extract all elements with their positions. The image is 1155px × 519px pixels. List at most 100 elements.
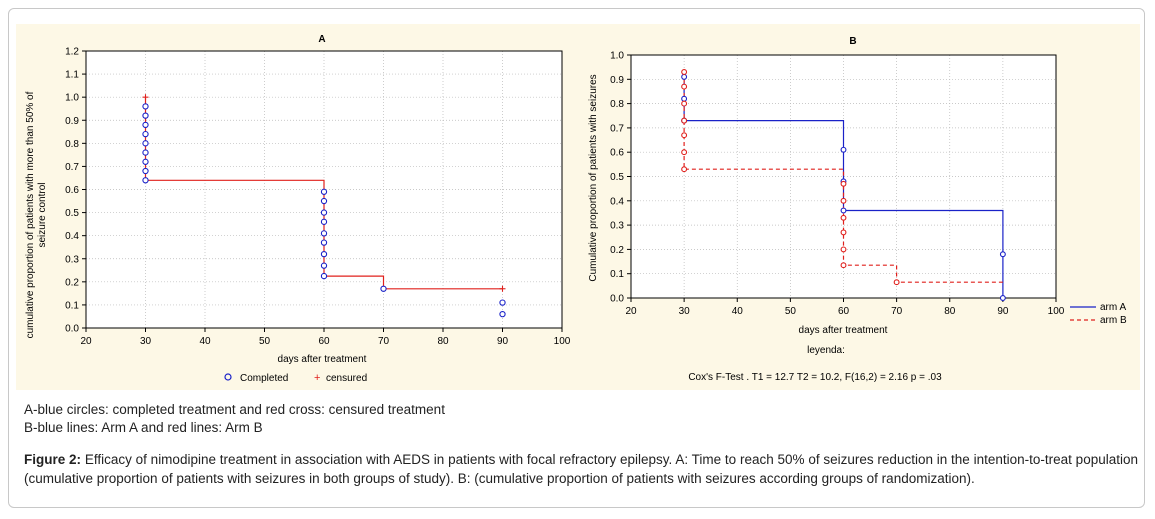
chart-a-ytick-label: 0.1 <box>65 300 79 311</box>
chart-a-ytick-label: 0.8 <box>65 139 79 150</box>
chart-a-completed-point <box>320 209 328 216</box>
chart-b-title: B <box>849 36 856 47</box>
chart-a-ytick-label: 0.0 <box>65 324 79 335</box>
chart-a-xtick-label: 40 <box>199 336 211 347</box>
legend-completed-label: Completed <box>240 373 288 384</box>
chart-a-ytick-label: 0.9 <box>65 116 79 127</box>
chart-a-ytick-label: 0.2 <box>65 277 79 288</box>
chart-b-arm-b-point <box>681 117 688 124</box>
chart-b-arm-a-point <box>999 295 1006 301</box>
chart-a-completed-point <box>499 310 506 318</box>
chart-b-arm-b-point <box>840 246 847 253</box>
chart-b-ytick-label: 0.4 <box>610 196 624 207</box>
chart-b-xtick-label: 80 <box>944 306 956 317</box>
chart-b-ytick-label: 0.6 <box>610 148 624 159</box>
chart-a-xtick-label: 70 <box>378 336 390 347</box>
chart-b-xtick-label: 90 <box>997 306 1009 317</box>
chart-b-xtick-label: 60 <box>838 306 850 317</box>
legend-completed-marker <box>224 373 232 381</box>
chart-b-ytick-label: 0.7 <box>610 123 624 134</box>
chart-b-ytick-label: 1.0 <box>610 51 624 62</box>
chart-a-xtick-label: 100 <box>554 336 571 347</box>
chart-a-title: A <box>318 34 325 45</box>
chart-b-arm-b-point <box>681 100 688 107</box>
chart-b-xtick-label: 100 <box>1048 306 1065 317</box>
chart-a-plot: 20 30 40 50 60 70 80 90 100 0.0 0.1 0.2 0.3 0.4 0.5 0.6… <box>65 47 571 348</box>
chart-b-xtick-label: 40 <box>732 306 744 317</box>
legend-arm-b-label: arm B <box>1100 315 1127 326</box>
chart-a-xtick-label: 30 <box>140 336 152 347</box>
chart-b-arm-b-point <box>840 229 847 236</box>
chart-b-legend-caption: leyenda: <box>807 345 845 356</box>
chart-b-xtick-label: 20 <box>625 306 637 317</box>
chart-a-legend: Completed + censured <box>224 372 367 384</box>
chart-a-completed-point <box>142 149 149 156</box>
chart-b-arm-b-point <box>840 180 847 187</box>
chart-a-completed-point <box>142 140 149 147</box>
chart-b-xtick-label: 30 <box>679 306 691 317</box>
figure-caption: Figure 2: Efficacy of nimodipine treatme… <box>24 450 1138 488</box>
chart-b-arm-b-point <box>681 132 688 139</box>
chart-a-ytick-label: 0.4 <box>65 231 79 242</box>
caption-label: Figure 2: <box>24 452 82 467</box>
chart-b-xtick-label: 50 <box>785 306 797 317</box>
chart-b-plot: 20 30 40 50 60 70 80 90 100 0.0 0.1 0.2 0.3 0.4 0.5 0.6… <box>610 51 1065 318</box>
legend-arm-a-label: arm A <box>1100 302 1126 313</box>
figure-panel: A days after treatment cumulative propor… <box>16 24 1140 390</box>
chart-a-ytick-label: 0.6 <box>65 185 79 196</box>
legend-censured-label: censured <box>326 373 367 384</box>
chart-b-xtick-label: 70 <box>891 306 903 317</box>
chart-a-ytick-label: 1.0 <box>65 93 79 104</box>
chart-a-completed-point <box>142 177 149 184</box>
chart-a-xtick-label: 20 <box>80 336 92 347</box>
chart-b-xlabel: days after treatment <box>799 325 888 336</box>
chart-b-arm-a-point <box>999 251 1006 258</box>
chart-b-arm-b-point <box>840 214 847 221</box>
chart-a-xlabel: days after treatment <box>278 354 367 365</box>
chart-b-ytick-label: 0.9 <box>610 75 624 86</box>
chart-b-ytick-label: 0.8 <box>610 99 624 110</box>
chart-b-series-arm-a-line <box>683 72 1004 298</box>
chart-b-ylabel: Cumulative proportion of patients with s… <box>588 74 599 281</box>
chart-a-completed-point <box>320 218 328 225</box>
chart-a-completed-point <box>142 158 149 165</box>
chart-b-footnote: Cox's F-Test . T1 = 12.7 T2 = 10.2, F(16… <box>688 372 942 383</box>
chart-a-completed-point <box>320 272 328 280</box>
chart-a-xtick-label: 50 <box>259 336 271 347</box>
chart-a-completed-point <box>320 230 328 237</box>
chart-a-completed-point <box>380 285 387 292</box>
chart-b-arm-b-point <box>681 166 688 173</box>
chart-b-ytick-label: 0.3 <box>610 221 624 232</box>
chart-a-completed-point <box>320 197 328 205</box>
chart-b-arm-b-point <box>681 149 688 156</box>
chart-b-arm-b-point <box>681 83 688 90</box>
chart-b-legend: arm A arm B <box>1070 302 1127 326</box>
chart-a-completed-point <box>320 239 328 246</box>
chart-a-completed-point <box>142 121 149 129</box>
chart-a-ytick-label: 0.3 <box>65 254 79 265</box>
chart-a-ylabel-line1: cumulative proportion of patients with m… <box>25 91 36 338</box>
chart-a-completed-point <box>142 103 149 110</box>
chart-a-ytick-label: 1.2 <box>65 47 79 58</box>
chart-b-arm-a-point <box>840 146 847 153</box>
chart-a-completed-point <box>320 188 328 195</box>
chart-b-arm-b-point <box>893 279 900 286</box>
chart-a-ytick-label: 0.7 <box>65 162 79 173</box>
chart-b-arm-a-point <box>681 95 688 102</box>
chart-a-xtick-label: 80 <box>437 336 449 347</box>
chart-a-completed-point <box>142 112 149 119</box>
chart-a-ylabel-line2: seizure control <box>37 182 48 247</box>
caption-text: Efficacy of nimodipine treatment in asso… <box>24 452 1138 486</box>
figure-svg: A days after treatment cumulative propor… <box>25 34 1127 384</box>
chart-a-ytick-label: 0.5 <box>65 208 79 219</box>
note-line-2: B-blue lines: Arm A and red lines: Arm B <box>24 420 263 435</box>
chart-b-arm-a-point <box>681 73 688 80</box>
chart-a-xtick-label: 60 <box>318 336 330 347</box>
chart-a-ytick-label: 1.1 <box>65 70 79 81</box>
chart-b-arm-b-point <box>840 197 847 204</box>
chart-a-censured-point <box>499 285 506 292</box>
chart-a-completed-point <box>320 262 328 269</box>
chart-a-completed-point <box>499 299 506 306</box>
chart-b-arm-a-point <box>840 207 847 214</box>
chart-a-xtick-label: 90 <box>497 336 509 347</box>
